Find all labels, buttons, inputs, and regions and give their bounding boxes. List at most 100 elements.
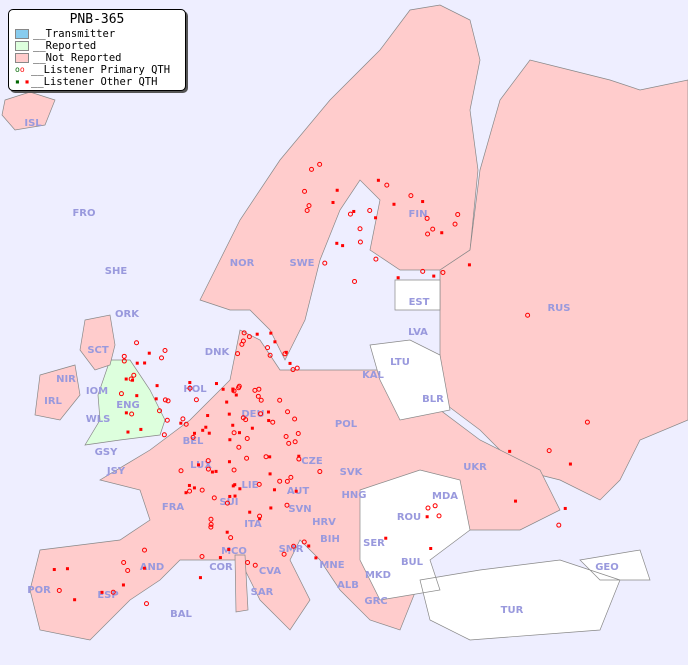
- listener-primary-qth: [357, 239, 363, 245]
- country-label-alb: ALB: [337, 580, 359, 591]
- listener-other-qth: [508, 449, 512, 453]
- listener-primary-qth: [252, 562, 258, 568]
- listener-primary-qth: [208, 524, 214, 530]
- listener-other-qth: [135, 361, 139, 365]
- country-label-and: AND: [140, 562, 164, 573]
- listener-primary-qth: [322, 260, 328, 266]
- listener-other-qth: [135, 394, 139, 398]
- listener-primary-qth: [283, 433, 289, 439]
- country-label-jsy: JSY: [106, 466, 126, 477]
- country-label-deu: DEU: [241, 409, 264, 420]
- listener-primary-qth: [134, 340, 140, 346]
- country-label-gsy: GSY: [95, 447, 118, 458]
- listener-other-qth: [52, 568, 56, 572]
- listener-primary-qth: [180, 416, 186, 422]
- listener-other-qth: [250, 426, 254, 430]
- legend-reported: __Reported: [9, 40, 185, 52]
- listener-other-qth: [467, 263, 471, 267]
- country-label-hng: HNG: [342, 490, 367, 501]
- country-label-mkd: MKD: [365, 570, 391, 581]
- listener-primary-qth: [228, 535, 234, 541]
- listener-other-qth: [233, 494, 237, 498]
- listener-primary-qth: [162, 397, 168, 403]
- country-label-ser: SER: [363, 538, 385, 549]
- swatch-not-reported: [15, 53, 29, 63]
- listener-primary-qth: [131, 372, 137, 378]
- listener-primary-qth: [118, 391, 124, 397]
- listener-primary-qth: [432, 503, 438, 509]
- country-label-bel: BEL: [183, 436, 204, 447]
- listener-primary-qth: [256, 481, 262, 487]
- listener-primary-qth: [292, 416, 298, 422]
- country-label-tur: TUR: [501, 605, 524, 616]
- country-label-isl: ISL: [24, 118, 42, 129]
- listener-other-qth: [314, 556, 318, 560]
- country-label-mco: MCO: [221, 546, 247, 557]
- listener-other-qth: [198, 576, 202, 580]
- country-label-nor: NOR: [230, 258, 255, 269]
- listener-primary-qth: [424, 215, 430, 221]
- listener-primary-qth: [193, 397, 199, 403]
- listener-other-qth: [288, 361, 292, 365]
- listener-other-qth: [228, 494, 232, 498]
- listener-other-qth: [214, 469, 218, 473]
- legend-label: __Not Reported: [33, 52, 122, 64]
- listener-other-qth: [188, 381, 192, 385]
- country-label-lva: LVA: [408, 327, 428, 338]
- country-label-bal: BAL: [170, 609, 192, 620]
- listener-other-qth: [268, 455, 272, 459]
- country-label-bih: BIH: [320, 534, 340, 545]
- listener-primary-qth: [317, 161, 323, 167]
- listener-primary-qth: [452, 221, 458, 227]
- country-label-ork: ORK: [115, 309, 140, 320]
- listener-other-qth: [231, 389, 235, 393]
- listener-primary-qth: [263, 454, 269, 460]
- listener-other-qth: [440, 231, 444, 235]
- country-label-eng: ENG: [116, 400, 139, 411]
- scotland: [79, 314, 116, 371]
- listener-primary-qth: [292, 439, 298, 445]
- country-label-cva: CVA: [259, 566, 281, 577]
- listener-other-qth: [269, 506, 273, 510]
- country-label-hol: HOL: [183, 384, 207, 395]
- listener-other-qth: [65, 567, 69, 571]
- listener-other-qth: [121, 583, 125, 587]
- country-label-lux: LUX: [190, 460, 212, 471]
- listener-primary-qth: [265, 345, 271, 351]
- listener-other-qth: [100, 590, 104, 594]
- country-label-fra: FRA: [162, 502, 185, 513]
- listener-other-qth: [227, 412, 231, 416]
- listener-other-qth: [207, 431, 211, 435]
- listener-other-qth: [187, 483, 191, 487]
- listener-primary-qth: [367, 208, 373, 214]
- listener-other-qth: [201, 428, 205, 432]
- country-label-bul: BUL: [401, 557, 424, 568]
- listener-primary-qth: [291, 543, 297, 549]
- country-label-rus: RUS: [547, 303, 570, 314]
- listener-other-qth: [197, 463, 201, 467]
- listener-primary-qth: [270, 419, 276, 425]
- listener-primary-qth: [141, 547, 147, 553]
- listener-other-qth: [268, 472, 272, 476]
- listener-primary-qth: [357, 226, 363, 232]
- listener-other-qth: [384, 536, 388, 540]
- listener-primary-qth: [165, 398, 171, 404]
- listener-primary-qth: [277, 478, 283, 484]
- legend-transmitter: __Transmitter: [9, 28, 185, 40]
- listener-primary-qth: [425, 231, 431, 237]
- listener-other-qth: [126, 430, 130, 434]
- listener-primary-qth: [211, 495, 217, 501]
- listener-other-qth: [147, 351, 151, 355]
- listener-other-qth: [421, 200, 425, 204]
- listener-other-qth: [392, 202, 396, 206]
- listener-other-qth: [272, 488, 276, 492]
- listener-primary-qth: [546, 448, 552, 454]
- listener-other-qth: [297, 454, 301, 458]
- country-label-ita: ITA: [244, 519, 262, 530]
- listener-primary-qth: [295, 430, 301, 436]
- listener-primary-qth: [301, 539, 307, 545]
- listener-primary-qth: [121, 560, 127, 566]
- swatch-reported: [15, 41, 29, 51]
- country-label-blr: BLR: [422, 394, 444, 405]
